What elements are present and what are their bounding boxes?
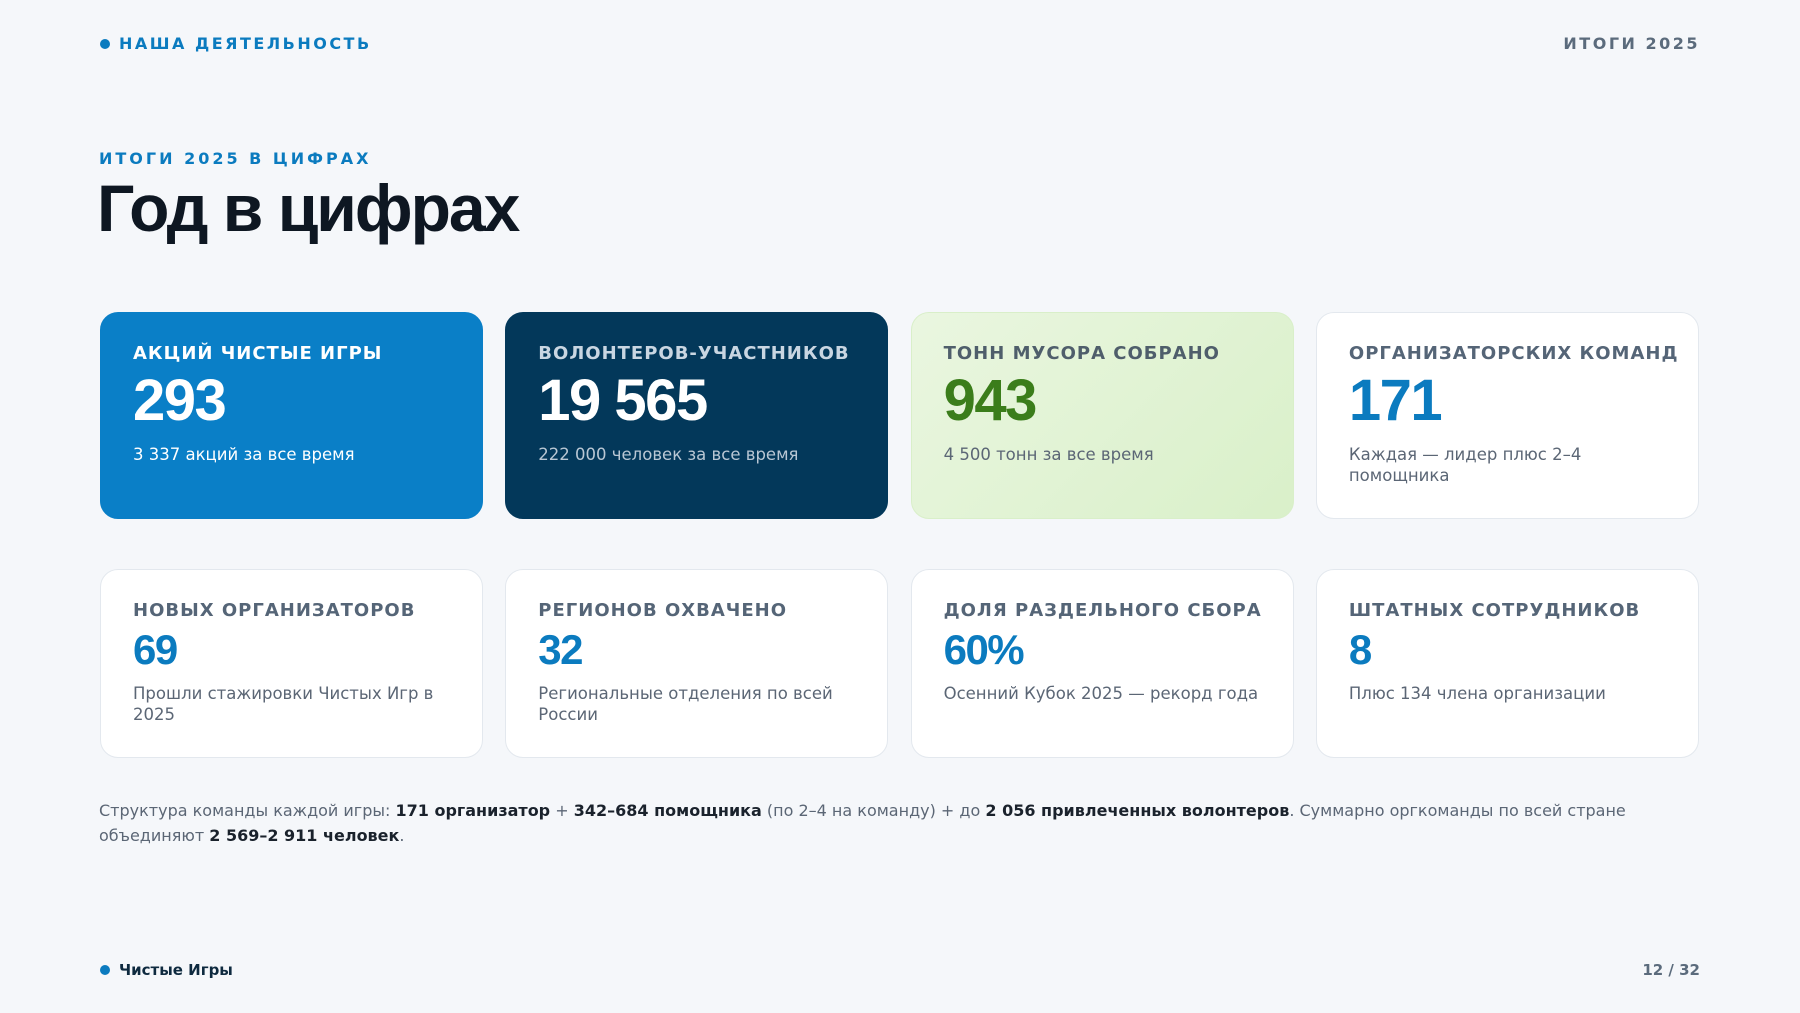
card-label: НОВЫХ ОРГАНИЗАТОРОВ [133,600,416,621]
footnote-strong: 2 056 привлеченных волонтеров [985,801,1290,820]
card-note: Региональные отделения по всей России [538,684,833,724]
footnote-strong: 171 организатор [395,801,551,820]
card-note: 3 337 акций за все время [133,445,355,464]
footnote: Структура команды каждой игры: 171 орган… [99,798,1659,848]
card-label: ШТАТНЫХ СОТРУДНИКОВ [1348,600,1641,621]
card-value: 32 [538,626,583,673]
section: НАША ДЕЯТЕЛЬНОСТЬ [100,34,372,53]
page-number: 12 / 32 [1642,961,1700,979]
card-value: 293 [133,368,227,433]
card-value: 171 [1348,368,1443,433]
card-note: Плюс 134 члена организации [1348,684,1606,703]
stat-card: ДОЛЯ РАЗДЕЛЬНОГО СБОРА 60% Осенний Кубок 2… [910,569,1294,758]
card-note: 222 000 человек за все время [538,445,799,464]
stat-card: АКЦИЙ ЧИСТЫЕ ИГРЫ 293 3 337 акций за все в… [100,312,483,519]
card-label: ВОЛОНТЕРОВ-УЧАСТНИКОВ [538,343,850,364]
footnote-text: . Суммарно оргкоманды по всей стране объ… [99,801,1626,845]
section-label: НАША ДЕЯТЕЛЬНОСТЬ [119,34,372,53]
footnote-text: . [399,826,405,845]
card-value: 19 565 [538,368,708,433]
card-value: 60% [943,626,1025,673]
footnote-strong: 2 569–2 911 человек [209,826,400,845]
card-note: Каждая — лидер плюс 2–4 помощника [1348,445,1582,485]
title: Год в цифрах [97,171,520,245]
dot [100,965,110,975]
footer: Чистые Игры 12 / 32 [100,961,1700,979]
brand: Чистые Игры [100,961,233,979]
footnote-strong: 342–684 помощника [573,801,762,820]
stat-card: ОРГАНИЗАТОРСКИХ КОМАНД 171 Каждая — лидер … [1315,312,1699,519]
stat-card: НОВЫХ ОРГАНИЗАТОРОВ 69 Прошли стажировки Ч… [100,569,483,758]
stat-card: РЕГИОНОВ ОХВАЧЕНО 32 Региональные отделени… [505,569,889,758]
stat-card: ШТАТНЫХ СОТРУДНИКОВ 8 Плюс 134 члена орган… [1315,569,1699,758]
footnote-text: + [550,801,574,820]
card-label: АКЦИЙ ЧИСТЫЕ ИГРЫ [133,343,383,364]
brand-name: Чистые Игры [119,961,233,979]
card-label: РЕГИОНОВ ОХВАЧЕНО [538,600,788,621]
stat-card: ТОНН МУСОРА СОБРАНО 943 4 500 тонн за все … [910,312,1294,519]
card-value: 943 [943,368,1038,433]
footnote-text: (по 2–4 на команду) + до [761,801,986,820]
dot [100,38,110,49]
card-label: ОРГАНИЗАТОРСКИХ КОМАНД [1348,343,1679,364]
eyebrow: ИТОГИ 2025 В ЦИФРАХ [99,149,372,168]
footnote-text: Структура команды каждой игры: [99,801,396,820]
tag: ИТОГИ 2025 [1563,34,1700,53]
card-note: Прошли стажировки Чистых Игр в 2025 [133,684,434,724]
card-value: 69 [133,626,178,673]
card-label: ДОЛЯ РАЗДЕЛЬНОГО СБОРА [943,600,1262,621]
card-note: Осенний Кубок 2025 — рекорд года [943,684,1259,703]
card-grid: АКЦИЙ ЧИСТЫЕ ИГРЫ 293 3 337 акций за все в… [100,312,1700,758]
top-bar: НАША ДЕЯТЕЛЬНОСТЬ ИТОГИ 2025 [100,34,1700,53]
stat-card: ВОЛОНТЕРОВ-УЧАСТНИКОВ 19 565 222 000 челов… [505,312,889,519]
card-label: ТОНН МУСОРА СОБРАНО [943,343,1220,364]
card-value: 8 [1348,626,1372,673]
card-note: 4 500 тонн за все время [943,445,1154,464]
